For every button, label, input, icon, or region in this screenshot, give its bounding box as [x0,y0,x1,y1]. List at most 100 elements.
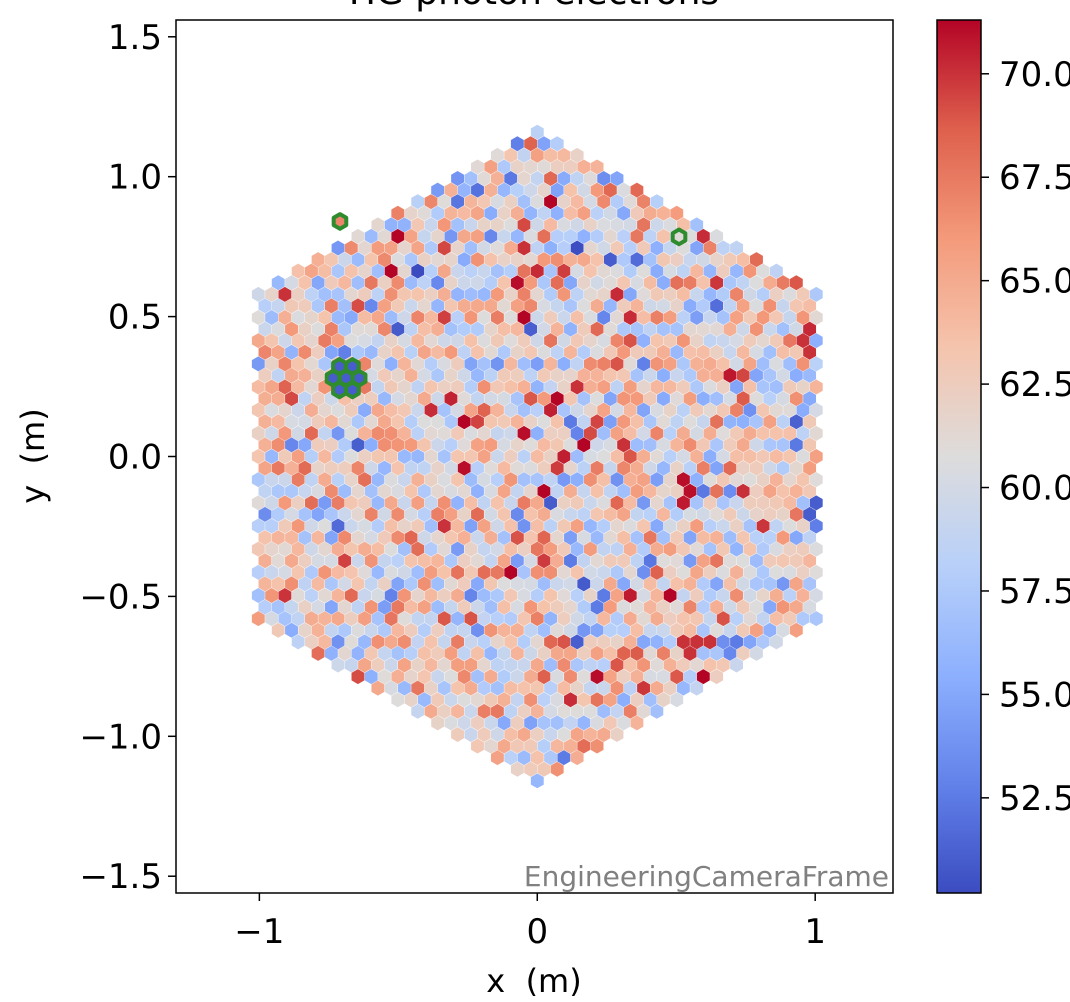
camera-pixel [477,425,491,441]
camera-pixel [789,414,803,430]
camera-pixel [285,298,298,314]
camera-pixel [703,263,717,279]
camera-pixel [398,356,411,372]
camera-pixel [716,402,730,418]
camera-pixel [464,286,478,302]
camera-pixel [431,599,445,615]
camera-pixel [690,425,704,441]
camera-pixel [736,367,750,383]
camera-pixel [670,530,684,546]
camera-pixel [391,228,405,244]
camera-pixel [783,449,797,464]
camera-pixel [537,599,551,615]
camera-pixel [610,286,624,302]
camera-pixel [756,518,770,534]
camera-pixel [703,379,717,395]
camera-pixel [637,425,650,441]
camera-pixel [471,738,484,754]
camera-pixel [544,449,558,464]
camera-pixel [743,286,757,302]
camera-pixel [444,576,458,592]
camera-pixel [796,564,810,580]
camera-pixel [517,333,531,349]
camera-pixel [484,645,498,661]
camera-pixel [490,680,504,696]
camera-pixel [716,611,730,627]
camera-pixel [298,530,312,546]
camera-pixel [696,391,710,407]
camera-pixel [371,657,385,673]
camera-pixel [583,240,597,256]
camera-pixel [484,715,498,731]
camera-pixel [338,576,352,592]
camera-pixel [756,564,770,580]
camera-pixel [803,344,817,360]
camera-pixel [457,228,471,244]
camera-pixel [670,391,684,407]
camera-pixel [358,263,372,279]
camera-pixel [271,321,285,337]
camera-pixel [783,472,797,488]
camera-pixel [424,541,438,557]
camera-pixel [391,205,405,221]
camera-pixel [471,321,484,337]
camera-pixel [663,240,677,256]
camera-pixel [743,472,757,488]
camera-pixel [610,379,624,395]
camera-pixel [364,367,378,383]
camera-pixel [550,414,564,430]
camera-pixel [564,483,577,499]
camera-pixel [291,472,305,488]
camera-pixel [683,530,697,546]
camera-pixel [723,321,737,337]
camera-pixel [557,495,571,511]
camera-pixel [716,356,730,372]
camera-pixel [789,622,803,638]
camera-pixel [723,437,737,453]
colorbar-tick-label: 67.5 [999,158,1070,198]
camera-pixel [477,310,491,325]
camera-pixel [623,657,637,673]
camera-pixel [564,692,577,708]
camera-pixel [417,576,431,592]
camera-pixel [497,298,511,314]
camera-pixel [703,310,717,325]
camera-pixel [723,414,737,430]
camera-pixel [490,518,504,534]
camera-pixel [431,576,445,592]
camera-pixel [471,414,484,430]
camera-pixel [344,240,358,256]
camera-pixel [265,425,279,441]
camera-pixel [517,657,531,673]
camera-pixel [537,761,551,777]
camera-pixel [597,727,611,742]
camera-pixel [550,321,564,337]
camera-pixel [530,657,544,673]
camera-pixel [643,228,657,244]
camera-pixel [703,611,717,627]
camera-pixel [251,564,265,580]
camera-pixel [716,310,730,325]
camera-pixel [710,252,724,268]
camera-pixel [610,680,624,696]
camera-pixel [338,298,352,314]
camera-pixel [650,611,664,627]
camera-pixel [457,530,471,546]
camera-pixel [763,530,777,546]
camera-pixel [730,472,743,488]
camera-pixel [338,275,352,291]
camera-pixel [603,506,617,522]
y-tick-label: −0.5 [79,577,162,617]
camera-pixel [696,553,710,569]
camera-pixel [510,530,524,546]
camera-pixel [756,425,770,441]
camera-pixel [324,275,338,291]
camera-pixel [444,182,458,198]
camera-pixel [530,588,544,603]
camera-pixel [703,472,717,488]
camera-pixel [384,518,398,534]
camera-pixel [490,611,504,627]
camera-pixel [716,541,730,557]
camera-pixel [530,541,544,557]
camera-pixel [544,703,558,719]
